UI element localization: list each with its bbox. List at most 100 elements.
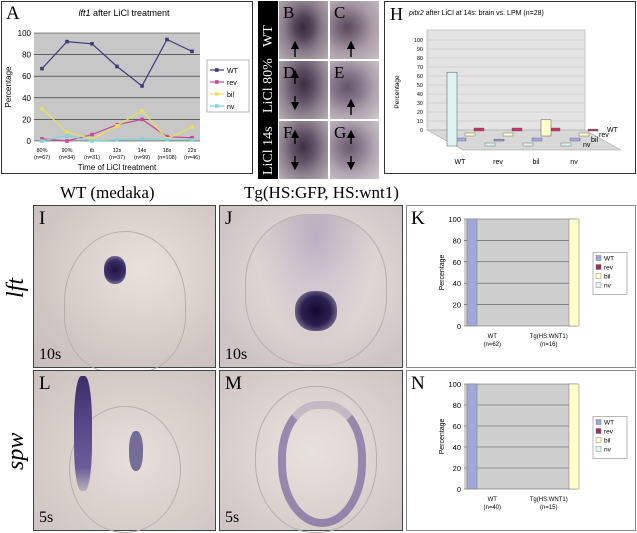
- chart-a-point-nv: [65, 133, 69, 138]
- panel-h-label: H: [390, 4, 403, 24]
- chart-a-title: lft1 after LiCl treatment: [78, 8, 170, 18]
- chart-k-plot-area: [464, 219, 577, 326]
- chart-h-depth-label: bil: [591, 137, 598, 144]
- chart-k-legend-swatch: [595, 273, 602, 279]
- chart-a-xtick: 14s: [138, 148, 147, 154]
- row-label-column: [258, 1, 278, 179]
- panel-m: M 5s: [219, 370, 403, 533]
- photo-b: [279, 1, 328, 59]
- chart-h-ytick: 10: [417, 119, 423, 125]
- chart-a-point-bil: [90, 137, 94, 141]
- chart-n-xsublabel: (n=15): [540, 505, 558, 511]
- chart-k-ytick: 0: [457, 322, 461, 331]
- chart-a-legend-marker: [215, 104, 219, 108]
- panel-k: K 0 20 40 60 80 100 Percentage WT (n=62) Tg(HS:WN…: [406, 205, 636, 368]
- chart-a-point-WT: [40, 66, 44, 71]
- chart-a-point-WT: [90, 42, 94, 46]
- chart-a-xtick: 18s: [163, 148, 172, 154]
- chart-h-ytick: 50: [417, 83, 423, 89]
- panel-a: A lft1 after LiCl treatment 0 20 40 60 80 100 P…: [1, 1, 253, 174]
- panel-m-label: M: [225, 373, 242, 394]
- panel-n-label: N: [411, 373, 425, 394]
- chart-h-ytick: 100: [414, 38, 423, 44]
- chart-a-xtick: 90%: [61, 148, 72, 154]
- chart-h-xtick: nv: [570, 159, 578, 166]
- chart-a-point-bil: [190, 125, 194, 129]
- chart-h-ytick: 0: [420, 128, 423, 134]
- chart-h-bar-WT: [446, 71, 458, 147]
- chart-k: 0 20 40 60 80 100 Percentage WT (n=62) Tg(HS:WNT1…: [439, 215, 628, 348]
- chart-n-ytick: 40: [453, 443, 461, 452]
- stain-m-horseshoe: [278, 401, 366, 527]
- col-title-wt: WT (medaka): [60, 183, 155, 202]
- stage-l: 5s: [39, 509, 54, 526]
- arrow-overlay: [290, 40, 356, 171]
- chart-a-xsublabel: (n=34): [59, 155, 75, 161]
- chart-n-xtick: WT: [488, 497, 498, 503]
- chart-h-depth-label: rev: [599, 132, 609, 139]
- chart-n-ylabel: Percentage: [439, 418, 446, 454]
- chart-a-xtick: 80%: [36, 148, 47, 154]
- photo-f: [279, 121, 328, 179]
- chart-k-xtick: Tg(HS:WNT1): [530, 334, 568, 340]
- chart-h-xtick: rev: [493, 159, 503, 166]
- chart-h-floor-bar: [464, 132, 476, 137]
- photo-e: [330, 61, 379, 119]
- chart-h-ytick: 70: [417, 65, 423, 71]
- chart-h-floor-bar: [522, 142, 534, 147]
- chart-a-point-bil: [115, 124, 119, 128]
- chart-a-xsublabel: (n=108): [157, 155, 176, 161]
- stain-l-right: [129, 431, 143, 471]
- chart-k-bar-bil: [568, 218, 580, 327]
- chart-n-ytick: 80: [453, 401, 461, 410]
- photo-grid-bg: WT LiCl 80% LiCl 14s B C D E F G: [258, 1, 379, 179]
- panel-b-label: B: [283, 3, 295, 22]
- chart-a-xsublabel: (n=37): [109, 155, 125, 161]
- chart-h: pitx2 after LiCl at 14s: brain vs. LPM (…: [394, 10, 622, 166]
- chart-k-xsublabel: (n=16): [540, 342, 558, 348]
- chart-h-depth-label: nv: [583, 142, 591, 149]
- chart-n-legend-label: rev: [604, 429, 614, 436]
- chart-k-legend-label: nv: [604, 283, 612, 290]
- panel-h: H pitx2 after LiCl at 14s: brain vs. LPM…: [384, 1, 636, 174]
- chart-k-xtick: WT: [488, 334, 498, 340]
- chart-a-point-WT: [165, 37, 169, 42]
- chart-h-floor-bar: [484, 142, 496, 147]
- chart-k-ytick: 20: [453, 301, 461, 310]
- chart-h-floor-bar: [473, 127, 485, 132]
- chart-n-legend-swatch: [595, 419, 602, 425]
- chart-k-ytick: 60: [453, 258, 461, 267]
- chart-k-legend-label: bil: [604, 274, 611, 281]
- chart-a-point-WT: [65, 39, 69, 44]
- embryo-outline-i: [64, 231, 186, 373]
- chart-h-ytick: 90: [417, 47, 423, 53]
- chart-a-point-WT: [190, 49, 194, 54]
- chart-n-xsublabel: (n=40): [483, 505, 501, 511]
- chart-n-xtick: Tg(HS:WNT1): [530, 497, 568, 503]
- chart-a-point-rev: [165, 134, 169, 139]
- chart-a-xlabel: Time of LiCl treatment: [78, 163, 157, 172]
- chart-a-ytick: 0: [27, 137, 32, 146]
- chart-h-ylabel: Percentage: [394, 75, 401, 109]
- chart-k-legend-label: rev: [604, 265, 614, 272]
- chart-h-ytick: 40: [417, 92, 423, 98]
- chart-a-xsublabel: (n=67): [34, 155, 50, 161]
- stain-j: [295, 291, 337, 331]
- chart-h-floor-bar: [578, 132, 590, 137]
- chart-k-legend-swatch: [595, 255, 602, 261]
- chart-h-ytick: 80: [417, 56, 423, 62]
- chart-a-legend-marker: [215, 92, 219, 96]
- chart-a-point-bil: [65, 130, 69, 135]
- panel-g-label: G: [334, 123, 347, 142]
- chart-a-xsublabel: (n=99): [134, 155, 150, 161]
- chart-a-point-nv: [140, 137, 144, 141]
- chart-h-ytick: 60: [417, 74, 423, 80]
- chart-k-legend-swatch: [595, 264, 602, 270]
- chart-h-floor-bar: [502, 132, 514, 137]
- chart-n-legend-label: bil: [604, 438, 611, 445]
- chart-n-bar-bil: [568, 383, 580, 490]
- chart-h-bar-nv: [587, 128, 599, 132]
- gene-label-spw: spw: [3, 432, 29, 470]
- chart-n: 0 20 40 60 80 100 Percentage WT (n=40) Tg(HS:WNT1…: [439, 380, 628, 511]
- chart-a-xtick: 12s: [113, 148, 122, 154]
